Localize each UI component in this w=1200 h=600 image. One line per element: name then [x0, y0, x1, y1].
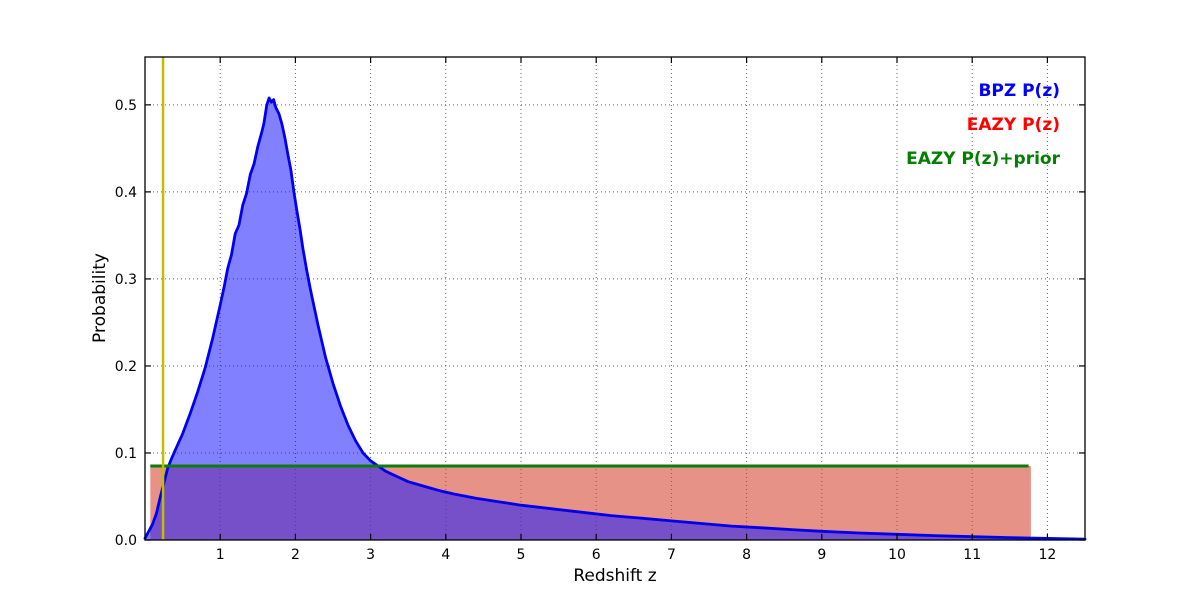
x-tick-label: 12 [1038, 547, 1056, 563]
x-tick-label: 10 [888, 547, 906, 563]
x-tick-label: 11 [963, 547, 981, 563]
bpz-p-z-line [143, 96, 1087, 541]
y-tick-label: 0.4 [115, 185, 137, 201]
x-tick-label: 5 [517, 547, 526, 563]
x-axis-label: Redshift z [573, 566, 657, 586]
legend-item-bpz-p-z: BPZ P(z) [978, 81, 1060, 101]
axes-frame [144, 56, 1086, 541]
bpz-p-z-fill [145, 97, 1085, 541]
x-tick-label: 7 [667, 547, 676, 563]
y-tick-label: 0.5 [115, 98, 137, 114]
y-axis-label: Probability [90, 253, 110, 343]
y-tick-label: 0.2 [115, 359, 137, 375]
legend: BPZ P(z) EAZY P(z) EAZY P(z)+prior [906, 74, 1060, 176]
x-tick-label: 1 [216, 547, 225, 563]
x-tick-label: 9 [817, 547, 826, 563]
x-tick-label: 2 [291, 547, 300, 563]
x-tick-label: 3 [366, 547, 375, 563]
x-tick-label: 8 [742, 547, 751, 563]
x-tick-label: 4 [441, 547, 450, 563]
y-tick-label: 0.0 [115, 533, 137, 549]
legend-item-eazy-p-z: EAZY P(z) [966, 115, 1060, 135]
legend-item-eazy-p-z-prior: EAZY P(z)+prior [906, 149, 1060, 169]
y-tick-label: 0.3 [115, 272, 137, 288]
y-tick-label: 0.1 [115, 446, 137, 462]
x-tick-label: 6 [592, 547, 601, 563]
